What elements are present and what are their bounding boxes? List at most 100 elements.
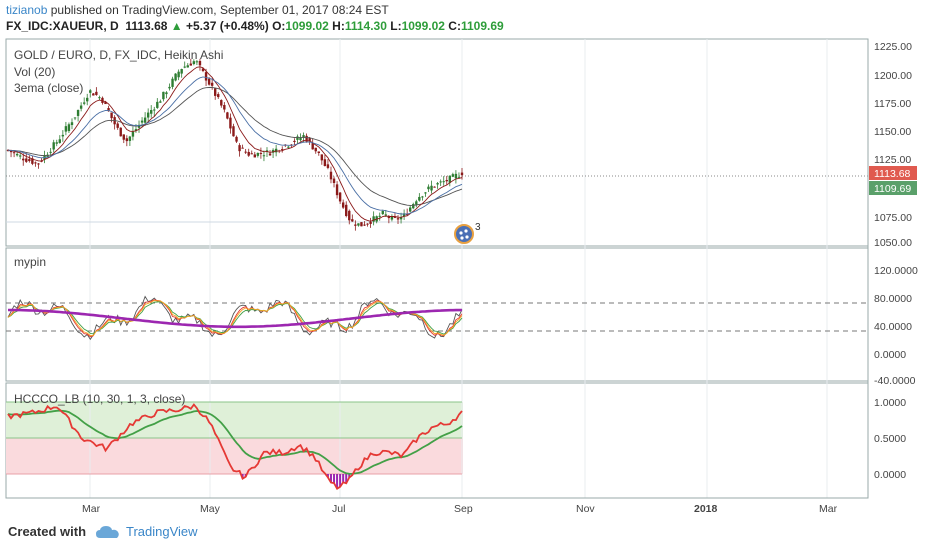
time-axis: Mar May Jul Sep Nov 2018 Mar xyxy=(82,503,838,515)
candle-body xyxy=(210,82,214,86)
candle-body xyxy=(226,112,229,119)
low-value: 1099.02 xyxy=(401,19,445,33)
candle-body xyxy=(299,137,302,141)
candle-body xyxy=(281,149,284,151)
candle-body xyxy=(156,101,159,108)
mypin-orange-line xyxy=(7,300,463,336)
candle-body xyxy=(134,129,138,131)
x-tick-label: Nov xyxy=(576,503,595,515)
low-label: L: xyxy=(390,19,402,33)
candle-body xyxy=(95,91,98,95)
candle-body xyxy=(28,159,31,162)
candle-body xyxy=(412,204,415,209)
close-label: C: xyxy=(448,19,461,33)
candle-body xyxy=(244,151,247,153)
main-tick-label: 1200.00 xyxy=(874,70,912,82)
candle-body xyxy=(354,224,357,226)
ema-blue-line xyxy=(7,76,463,215)
candle-body xyxy=(171,78,174,87)
candle-body xyxy=(259,152,263,154)
volume-label[interactable]: Vol (20) xyxy=(14,65,55,79)
last-price-badge xyxy=(869,166,917,180)
candle-body xyxy=(140,120,144,123)
candle-body xyxy=(183,66,186,68)
candle-body xyxy=(220,100,223,106)
candle-body xyxy=(238,145,241,152)
candle-body xyxy=(131,131,135,137)
author-name[interactable]: tizianob xyxy=(6,3,48,17)
candle-body xyxy=(79,105,83,109)
close-price-badge-text: 1109.69 xyxy=(874,183,911,195)
x-tick-label: May xyxy=(200,503,221,515)
candle-body xyxy=(213,88,217,96)
candle-body xyxy=(229,117,232,129)
price-change: +5.37 (+0.48%) xyxy=(186,19,269,33)
candle-body xyxy=(195,61,199,63)
candle-body xyxy=(204,72,208,81)
mypin-tick-label: 0.0000 xyxy=(874,349,906,361)
candle-body xyxy=(49,151,52,153)
candle-body xyxy=(293,140,296,142)
candle-body xyxy=(52,142,55,150)
hccco-green-zone xyxy=(6,402,463,438)
x-tick-label: Mar xyxy=(819,503,838,515)
candle-body xyxy=(351,219,354,222)
mypin-pane[interactable] xyxy=(5,247,869,382)
candle-body xyxy=(256,152,260,156)
candle-body xyxy=(268,153,272,156)
candle-body xyxy=(448,175,452,183)
candle-body xyxy=(308,138,311,141)
candle-body xyxy=(25,158,28,162)
ema-label[interactable]: 3ema (close) xyxy=(14,81,83,95)
candle-body xyxy=(150,110,153,114)
mypin-tick-label: 80.0000 xyxy=(874,293,912,305)
footer: Created with TradingView xyxy=(8,524,198,539)
main-tick-label: 1125.00 xyxy=(874,154,911,166)
main-pane-title[interactable]: GOLD / EURO, D, FX_IDC, Heikin Ashi xyxy=(14,48,223,62)
tradingview-brand-link[interactable]: TradingView xyxy=(126,524,198,539)
mypin-tick-label: 120.0000 xyxy=(874,265,918,277)
candle-body xyxy=(433,186,436,188)
candle-body xyxy=(9,150,13,153)
candle-body xyxy=(457,176,461,178)
high-label: H: xyxy=(332,19,345,33)
candle-body xyxy=(180,69,183,74)
close-value: 1109.69 xyxy=(460,19,504,33)
candle-body xyxy=(329,171,333,180)
candle-body xyxy=(421,196,424,198)
hccco-histogram-bar xyxy=(339,474,342,487)
candle-body xyxy=(326,164,330,168)
candle-body xyxy=(287,146,290,148)
published-text: published on TradingView.com, September … xyxy=(50,3,389,17)
candle-body xyxy=(296,136,299,140)
main-pane[interactable] xyxy=(5,38,869,247)
hccco-red-zone xyxy=(6,438,463,474)
candles-group xyxy=(6,58,464,231)
candle-body xyxy=(341,202,345,208)
candle-body xyxy=(207,78,211,85)
change-up-icon: ▲ xyxy=(170,19,183,33)
hccco-tick-label: 1.0000 xyxy=(874,397,906,409)
candle-body xyxy=(332,178,336,183)
candle-body xyxy=(390,216,394,220)
candle-body xyxy=(253,154,257,158)
candle-body xyxy=(372,216,375,222)
created-with-label: Created with xyxy=(8,524,87,539)
mypin-y-axis: 120.0000 80.0000 40.0000 0.0000 -40.0000 xyxy=(874,265,918,387)
candle-body xyxy=(110,112,113,119)
hccco-pane-title[interactable]: HCCCO_LB (10, 30, 1, 3, close) xyxy=(14,392,185,406)
symbol-info: FX_IDC:XAUEUR, D 1113.68 ▲ +5.37 (+0.48%… xyxy=(6,19,504,33)
candle-body xyxy=(235,136,238,142)
candle-body xyxy=(159,101,162,103)
candle-body xyxy=(37,163,40,165)
candle-body xyxy=(418,196,421,201)
candle-body xyxy=(314,147,317,152)
candle-body xyxy=(402,213,406,217)
dividends-marker-icon[interactable] xyxy=(454,224,474,244)
candle-body xyxy=(116,123,119,128)
x-tick-label: 2018 xyxy=(694,503,718,515)
mypin-pane-title[interactable]: mypin xyxy=(14,255,46,269)
mypin-red-line xyxy=(7,299,463,338)
candle-body xyxy=(18,155,22,157)
